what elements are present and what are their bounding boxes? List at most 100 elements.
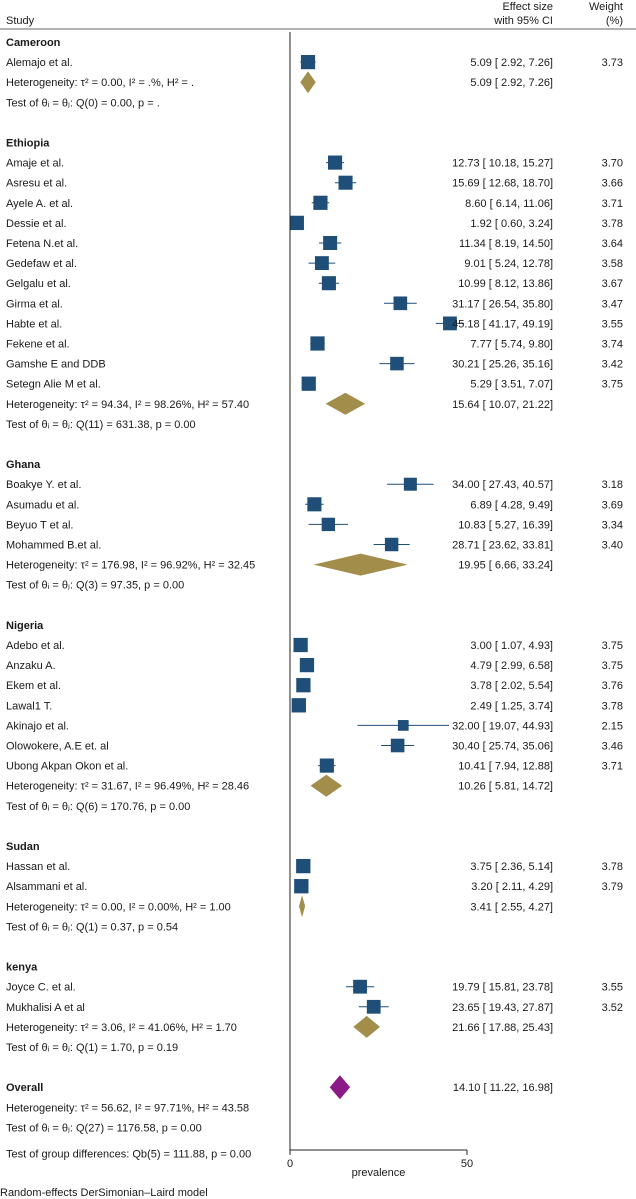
effect-ci-value: 5.09 [ 2.92, 7.26] [470,57,553,69]
effect-ci-value: 32.00 [ 19.07, 44.93] [452,720,553,732]
effect-ci-value: 2.49 [ 1.25, 3.74] [470,700,553,712]
effect-box [390,356,404,371]
heterogeneity-text: Heterogeneity: τ² = 3.06, I² = 41.06%, H… [6,1022,237,1034]
effect-ci-value: 30.40 [ 25.74, 35.06] [452,741,553,753]
weight-value: 3.73 [602,57,623,69]
study-label: Boakye Y. et al. [6,479,81,491]
x-axis-label: prevalence [352,1167,406,1179]
weight-value: 3.75 [602,379,623,391]
subgroup-diamond [325,392,366,415]
effect-ci-value: 10.83 [ 5.27, 16.39] [458,519,553,531]
effect-size-header: Effect size [502,1,553,13]
effect-box [299,657,315,673]
study-label: Asumadu et al. [6,499,79,511]
effect-box [296,678,311,693]
subgroup-ci-value: 19.95 [ 6.66, 33.24] [458,560,553,572]
weight-value: 3.70 [602,158,623,170]
effect-ci-value: 12.73 [ 10.18, 15.27] [452,158,553,170]
effect-ci-value: 31.17 [ 26.54, 35.80] [452,298,553,310]
weight-value: 3.69 [602,499,623,511]
effect-box [393,296,408,311]
effect-ci-value: 3.78 [ 2.02, 5.54] [470,680,553,692]
weight-value: 3.67 [602,278,623,290]
weight-unit-header: (%) [606,15,623,27]
study-label: Alemajo et al. [6,57,73,69]
subgroup-diamond [310,774,343,797]
overall-heterogeneity-text: Heterogeneity: τ² = 56.62, I² = 97.71%, … [6,1102,249,1114]
study-label: Amaje et al. [6,158,64,170]
study-label: Hassan et al. [6,861,70,873]
study-label: Mukhalisi A et al [6,1002,85,1014]
weight-value: 3.47 [602,298,623,310]
study-label: Ayele A. et al. [6,198,73,210]
effect-ci-value: 28.71 [ 23.62, 33.81] [452,540,553,552]
weight-value: 3.55 [602,318,623,330]
subgroup-ci-value: 10.26 [ 5.81, 14.72] [458,781,553,793]
effect-box [366,999,381,1014]
weight-value: 3.55 [602,982,623,994]
effect-box [397,720,409,731]
homogeneity-test-text: Test of θᵢ = θⱼ: Q(11) = 631.38, p = 0.0… [6,419,196,431]
weight-value: 3.71 [602,761,623,773]
study-label: Alsammani et al. [6,881,87,893]
group-title: Ethiopia [6,138,50,150]
effect-ci-value: 19.79 [ 15.81, 23.78] [452,982,553,994]
study-label: Fetena N.et al. [6,238,78,250]
study-label: Anzaku A. [6,660,56,672]
effect-ci-value: 10.99 [ 8.12, 13.86] [458,278,553,290]
study-label: Beyuo T et al. [6,519,73,531]
homogeneity-test-text: Test of θᵢ = θⱼ: Q(6) = 170.76, p = 0.00 [6,801,190,813]
weight-value: 3.76 [602,680,623,692]
effect-box [294,879,309,894]
homogeneity-test-text: Test of θᵢ = θⱼ: Q(1) = 0.37, p = 0.54 [6,921,178,933]
effect-box [321,517,336,532]
heterogeneity-text: Heterogeneity: τ² = 31.67, I² = 96.49%, … [6,781,249,793]
effect-box [319,758,334,773]
weight-value: 3.75 [602,640,623,652]
study-label: Adebo et al. [6,640,65,652]
effect-ci-value: 3.00 [ 1.07, 4.93] [470,640,553,652]
subgroup-ci-value: 5.09 [ 2.92, 7.26] [470,77,553,89]
effect-box [403,477,417,491]
heterogeneity-text: Heterogeneity: τ² = 0.00, I² = 0.00%, H²… [6,901,231,913]
x-tick-label: 50 [461,1158,473,1170]
weight-value: 3.52 [602,1002,623,1014]
effect-ci-value: 3.20 [ 2.11, 4.29] [471,881,553,893]
subgroup-ci-value: 15.64 [ 10.07, 21.22] [452,399,553,411]
effect-ci-value: 11.34 [ 8.19, 14.50] [459,238,553,250]
effect-ci-value: 1.92 [ 0.60, 3.24] [470,218,553,230]
effect-box [314,256,329,271]
weight-value: 3.46 [602,741,623,753]
weight-value: 3.79 [602,881,623,893]
effect-box [327,155,343,170]
study-label: Girma et al. [6,298,63,310]
study-label: Joyce C. et al. [6,982,76,994]
effect-ci-value: 45.18 [ 41.17, 49.19] [452,318,553,330]
study-label: Habte et al. [6,318,62,330]
weight-value: 3.42 [602,359,623,371]
study-label: Gedefaw et al. [6,258,77,270]
homogeneity-test-text: Test of θᵢ = θⱼ: Q(0) = 0.00, p = . [6,97,160,109]
weight-value: 3.74 [602,339,623,351]
heterogeneity-text: Heterogeneity: τ² = 94.34, I² = 98.26%, … [6,399,249,411]
study-label: Dessie et al. [6,218,67,230]
weight-header: Weight [589,1,623,13]
subgroup-diamond [353,1015,381,1038]
homogeneity-test-text: Test of θᵢ = θⱼ: Q(3) = 97.35, p = 0.00 [6,580,184,592]
group-title: Cameroon [6,37,61,49]
study-header: Study [6,15,35,27]
weight-value: 3.66 [602,178,623,190]
weight-value: 3.34 [602,519,623,531]
effect-ci-value: 6.89 [ 4.28, 9.49] [470,499,553,511]
group-title: Nigeria [6,620,44,632]
weight-value: 2.15 [602,720,623,732]
effect-ci-value: 23.65 [ 19.43, 27.87] [452,1002,553,1014]
effect-ci-value: 3.75 [ 2.36, 5.14] [470,861,553,873]
effect-ci-value: 9.01 [ 5.24, 12.78] [464,258,553,270]
effect-box [293,637,308,653]
weight-value: 3.58 [602,258,623,270]
ci-header: with 95% CI [493,15,553,27]
study-label: Olowokere, A.E et. al [6,741,109,753]
effect-box [353,979,367,994]
